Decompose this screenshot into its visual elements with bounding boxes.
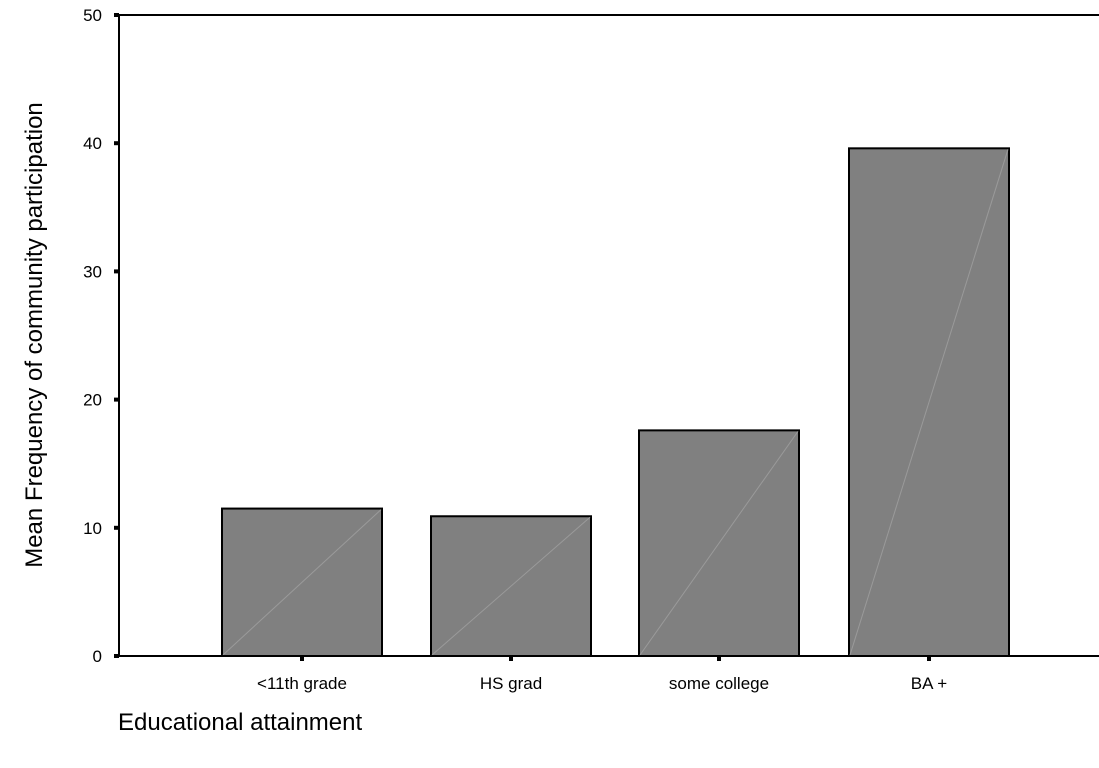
y-axis-title: Mean Frequency of community participatio… xyxy=(21,102,48,568)
y-tick-label: 10 xyxy=(83,519,102,538)
x-tick-label: HS grad xyxy=(480,674,542,693)
x-ticks: <11th grade HS grad some college BA + xyxy=(257,656,947,693)
y-tick-label: 50 xyxy=(83,6,102,25)
x-tick-label: some college xyxy=(669,674,769,693)
bars xyxy=(222,148,1009,656)
x-axis-title: Educational attainment xyxy=(118,709,362,736)
y-tick-label: 30 xyxy=(83,262,102,281)
x-tick-label: BA + xyxy=(911,674,947,693)
y-tick-label: 0 xyxy=(93,647,102,666)
y-tick-label: 20 xyxy=(83,391,102,410)
x-tick-label: <11th grade xyxy=(257,674,347,693)
y-ticks: 0 10 20 30 40 50 xyxy=(83,6,119,666)
y-tick-label: 40 xyxy=(83,134,102,153)
